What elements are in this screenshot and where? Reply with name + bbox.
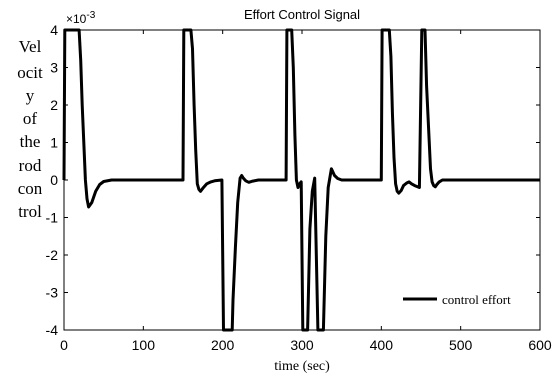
y-axis-label-line: rod [19,156,42,175]
y-axis-label-line: Vel [19,37,42,56]
x-tick-label: 500 [449,337,473,353]
y-multiplier: ×10-3 [66,10,96,26]
x-tick-label: 100 [132,337,156,353]
y-tick-label: 4 [50,22,58,38]
x-tick-label: 200 [211,337,235,353]
tick-layer: 0 100 200 300 400 500 600 -4 -3 -2 -1 0 1 2 3 4 [46,22,552,353]
y-axis-label-line: y [26,86,35,105]
x-tick-label: 400 [370,337,394,353]
x-tick-label: 600 [528,337,552,353]
y-multiplier-exponent: -3 [86,10,95,21]
y-multiplier-base: ×10 [66,12,87,26]
x-tick-label: 300 [290,337,314,353]
y-tick-label: -1 [46,210,59,226]
y-tick-label: 1 [50,135,58,151]
legend: control effort [392,286,537,312]
y-axis-label-line: of [23,109,38,128]
y-axis-label: Vel ocit y of the rod con trol [17,37,43,221]
y-tick-label: 2 [50,97,58,113]
y-tick-label: -4 [46,322,59,338]
y-axis-label-line: the [20,132,41,151]
y-tick-label: -2 [46,247,59,263]
y-axis-label-line: ocit [17,63,43,82]
y-axis-label-line: trol [18,202,42,221]
series-layer [62,28,540,332]
y-tick-label: 3 [50,60,58,76]
series-line-control-effort [62,28,540,332]
chart-title: Effort Control Signal [244,7,360,22]
legend-label: control effort [442,292,511,307]
y-tick-label: -3 [46,285,59,301]
x-axis-label: time (sec) [274,359,330,374]
y-tick-label: 0 [50,172,58,188]
x-tick-label: 0 [60,337,68,353]
y-axis-label-line: con [18,179,43,198]
